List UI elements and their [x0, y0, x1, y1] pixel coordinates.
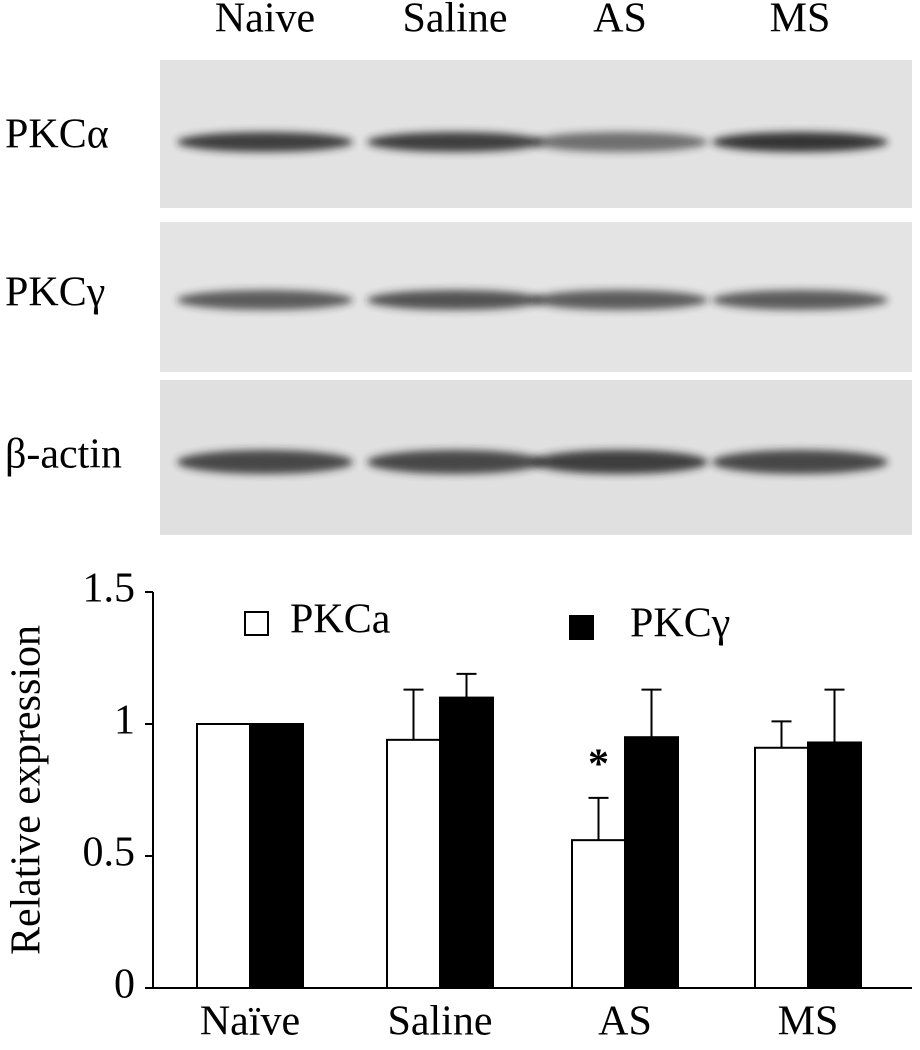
- bar-chart: 0 0.5 1 1.5 Relative expression Naïve Saline AS…: [4, 566, 912, 1045]
- band: [712, 450, 888, 474]
- x-tick-label: Naïve: [200, 999, 300, 1045]
- lane-label: Naive: [215, 0, 315, 42]
- band: [177, 132, 353, 152]
- x-tick-label: AS: [598, 999, 652, 1045]
- bar: [807, 741, 862, 989]
- bar: [386, 738, 441, 990]
- row-label: PKCγ: [5, 270, 105, 316]
- legend-label: PKCγ: [630, 601, 730, 647]
- band: [177, 450, 353, 474]
- x-tick-label: Saline: [388, 999, 493, 1045]
- row-label: PKCα: [5, 112, 109, 158]
- legend-swatch: [244, 611, 269, 636]
- x-tick-label: MS: [778, 999, 839, 1045]
- y-tick-label: 0: [114, 962, 135, 1008]
- band: [367, 290, 543, 310]
- legend-swatch: [569, 615, 594, 640]
- band: [712, 290, 888, 310]
- band: [367, 132, 543, 152]
- band: [712, 132, 888, 152]
- y-axis-label: Relative expression: [4, 625, 50, 955]
- western-blot: Naive Saline AS MS PKCα PKCγ β-actin: [5, 0, 912, 535]
- bar: [571, 839, 626, 989]
- bar: [196, 723, 251, 989]
- significance-label: *: [588, 742, 609, 788]
- lane-label: Saline: [403, 0, 508, 42]
- lane-label: AS: [593, 0, 647, 42]
- lane-label: MS: [770, 0, 831, 42]
- band: [532, 290, 708, 310]
- bar: [754, 746, 809, 990]
- y-tick-label: 0.5: [83, 830, 136, 876]
- y-tick-label: 1: [114, 698, 135, 744]
- row-label: β-actin: [5, 432, 122, 478]
- y-tick-label: 1.5: [83, 566, 136, 612]
- legend-label: PKCa: [290, 597, 391, 643]
- band: [532, 132, 708, 152]
- bar: [624, 736, 679, 990]
- bar: [439, 696, 494, 989]
- band: [367, 450, 543, 474]
- band: [532, 450, 708, 474]
- band: [177, 290, 353, 310]
- bar: [249, 723, 304, 989]
